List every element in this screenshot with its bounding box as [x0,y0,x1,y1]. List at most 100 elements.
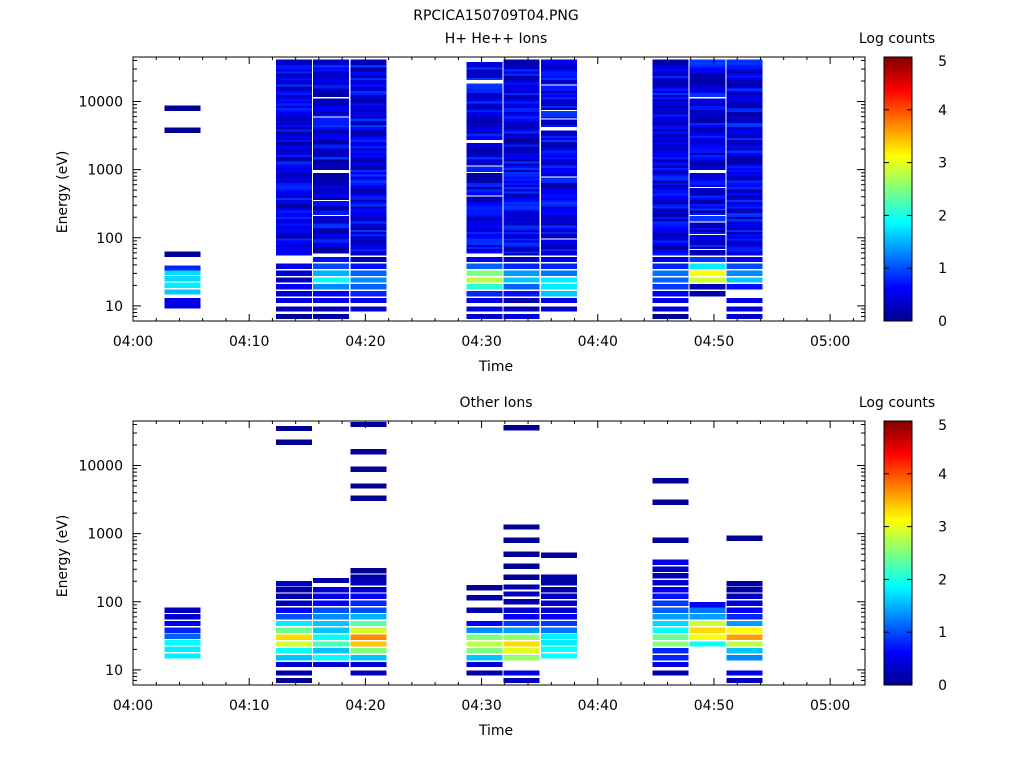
heatmap-cells [164,421,763,684]
heatmap-cell [652,477,689,484]
heatmap-cell [726,620,763,627]
colorbar-tick-label: 3 [938,156,947,172]
heatmap-cell [313,577,350,584]
heatmap-cell [466,620,503,627]
heatmap-cell [466,158,503,164]
heatmap-cell [652,59,689,66]
heatmap-cell [313,607,350,613]
heatmap-cell [466,181,503,188]
heatmap-cell [652,573,689,579]
heatmap-cell [503,614,540,620]
heatmap-cell [164,265,201,271]
heatmap-cell [726,59,763,66]
heatmap-cell [726,627,763,634]
heatmap-cell [313,87,350,93]
heatmap-cell [540,627,577,634]
heatmap-cell [540,277,577,283]
heatmap-cell [689,59,726,66]
heatmap-cell [540,207,577,213]
y-tick-label: 10000 [78,95,123,111]
heatmap-cell [540,192,577,198]
colorbar-label: Log counts [859,31,935,47]
colorbar [883,420,913,686]
heatmap-cell [313,270,350,277]
heatmap-cell [164,282,201,289]
heatmap-cell [313,277,350,283]
heatmap-cell [466,173,503,179]
heatmap-cell [350,587,387,593]
heatmap-cell [466,291,503,297]
heatmap-cell [313,620,350,627]
heatmap-cell [466,196,503,203]
heatmap-cell [313,164,350,170]
heatmap-cell [466,134,503,140]
heatmap-cell [313,91,350,98]
heatmap-cell [503,599,540,605]
heatmap-cell [350,661,387,668]
heatmap-cell [164,276,201,282]
heatmap-cell [275,313,312,320]
heatmap-cell [164,289,201,295]
heatmap-cell [350,448,387,455]
heatmap-cell [164,620,201,627]
heatmap-cell [466,655,503,661]
heatmap-cell [540,600,577,606]
y-tick-label: 1000 [87,163,123,179]
y-axis-label: Energy (eV) [55,515,71,598]
heatmap-cell [689,91,726,98]
heatmap-cell [466,670,503,676]
heatmap-cell [275,284,312,290]
colorbar-tick-label: 4 [938,467,947,483]
y-tick-label: 10 [105,663,123,679]
heatmap-cell [503,620,540,627]
heatmap-cell [689,85,726,91]
heatmap-cell [350,297,387,304]
plot-frame [132,56,866,322]
heatmap-cell [540,291,577,297]
colorbar-label: Log counts [859,395,935,411]
heatmap-cell [540,213,577,220]
heatmap-cell [540,256,577,263]
heatmap-cell [540,233,577,239]
heatmap-cell [540,297,577,304]
heatmap-cell [466,297,503,304]
heatmap-cell [164,127,201,133]
axis-ticks: 04:00 04:10 04:20 04:30 04:40 04:50 05:00 10 100… [78,57,865,350]
heatmap-cell [466,634,503,641]
x-tick-label: 04:50 [694,698,734,714]
heatmap-cell [726,580,763,587]
heatmap-cell [503,641,540,647]
heatmap-cell [466,594,503,601]
heatmap-cell [540,633,577,640]
heatmap-cell [726,677,763,684]
heatmap-cell [540,160,577,166]
heatmap-cell [652,641,689,647]
heatmap-cell [313,284,350,290]
heatmap-cell [466,277,503,283]
heatmap-cell [689,198,726,205]
heatmap-cell [313,661,350,668]
heatmap-cell [313,117,350,123]
heatmap-cell [275,655,312,661]
heatmap-cell [503,306,540,312]
heatmap-cell [466,226,503,232]
heatmap-cell [275,607,312,613]
heatmap-cell [689,216,726,222]
heatmap-cell [350,270,387,277]
heatmap-cell [350,495,387,501]
heatmap-cell [164,251,201,258]
heatmap-cell [540,85,577,91]
heatmap-cell [350,614,387,620]
heatmap-cell [313,70,350,76]
heatmap-cell [313,614,350,620]
heatmap-cell [689,256,726,263]
colorbar [883,56,913,322]
heatmap-cell [313,228,350,235]
plot-frame [132,420,866,686]
heatmap-cell [503,270,540,277]
heatmap-cell [540,239,577,245]
y-tick-label: 100 [96,595,123,611]
heatmap-cell [164,627,201,634]
heatmap-cell [503,59,540,66]
